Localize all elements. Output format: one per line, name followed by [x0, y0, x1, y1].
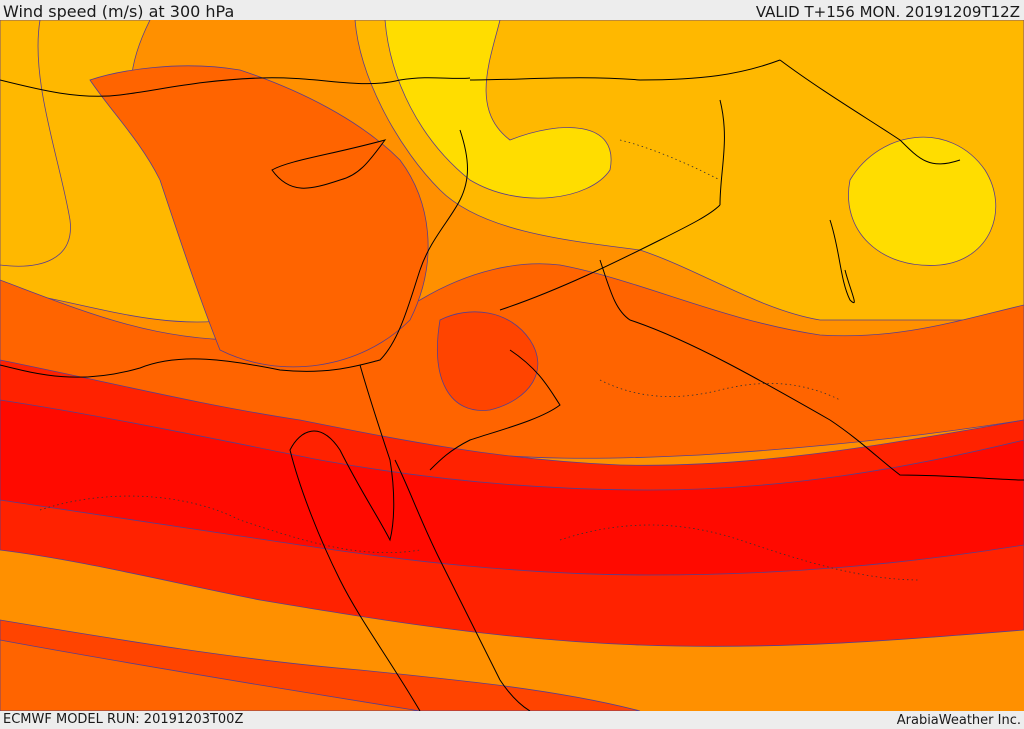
band-dead-sea-pocket [437, 311, 539, 411]
band-orange-red-lobe [89, 65, 429, 368]
header-bar: Wind speed (m/s) at 300 hPa VALID T+156 … [0, 0, 1024, 21]
border-syria-turkey [469, 59, 781, 81]
band-south-lower [0, 639, 421, 711]
credit-text: ArabiaWeather Inc. [896, 713, 1021, 728]
border-syria-iraq [719, 99, 725, 206]
model-run: ECMWF MODEL RUN: 20191203T00Z [3, 712, 244, 727]
map-title: Wind speed (m/s) at 300 hPa [3, 2, 235, 21]
border-iraq-saudi [599, 259, 1024, 481]
footer-bar: ECMWF MODEL RUN: 20191203T00Z ArabiaWeat… [0, 711, 1024, 729]
coastline-turkey [0, 77, 471, 97]
map-canvas [0, 20, 1024, 711]
band-red-core [0, 399, 1024, 576]
coastline-sinai-red-sea [289, 364, 421, 711]
border-jordan-iraq [499, 204, 721, 311]
band-northeast-inner [384, 20, 612, 199]
border-iran-iraq [779, 59, 961, 165]
band-upper-left-inner [0, 20, 71, 267]
coastline-aqaba-arabia [394, 459, 531, 711]
band-east-yellow-blob [848, 136, 997, 266]
admin-boundary-dotted [39, 495, 921, 581]
coastline-cyprus [271, 139, 387, 189]
border-jordan-saudi [429, 349, 561, 471]
wind-speed-map [0, 20, 1024, 711]
coastline-persian-gulf [829, 219, 855, 303]
valid-time: VALID T+156 MON. 20191209T12Z [755, 3, 1020, 21]
coastline-levant-egypt [0, 129, 468, 378]
admin-boundary-dotted-2 [599, 139, 841, 401]
